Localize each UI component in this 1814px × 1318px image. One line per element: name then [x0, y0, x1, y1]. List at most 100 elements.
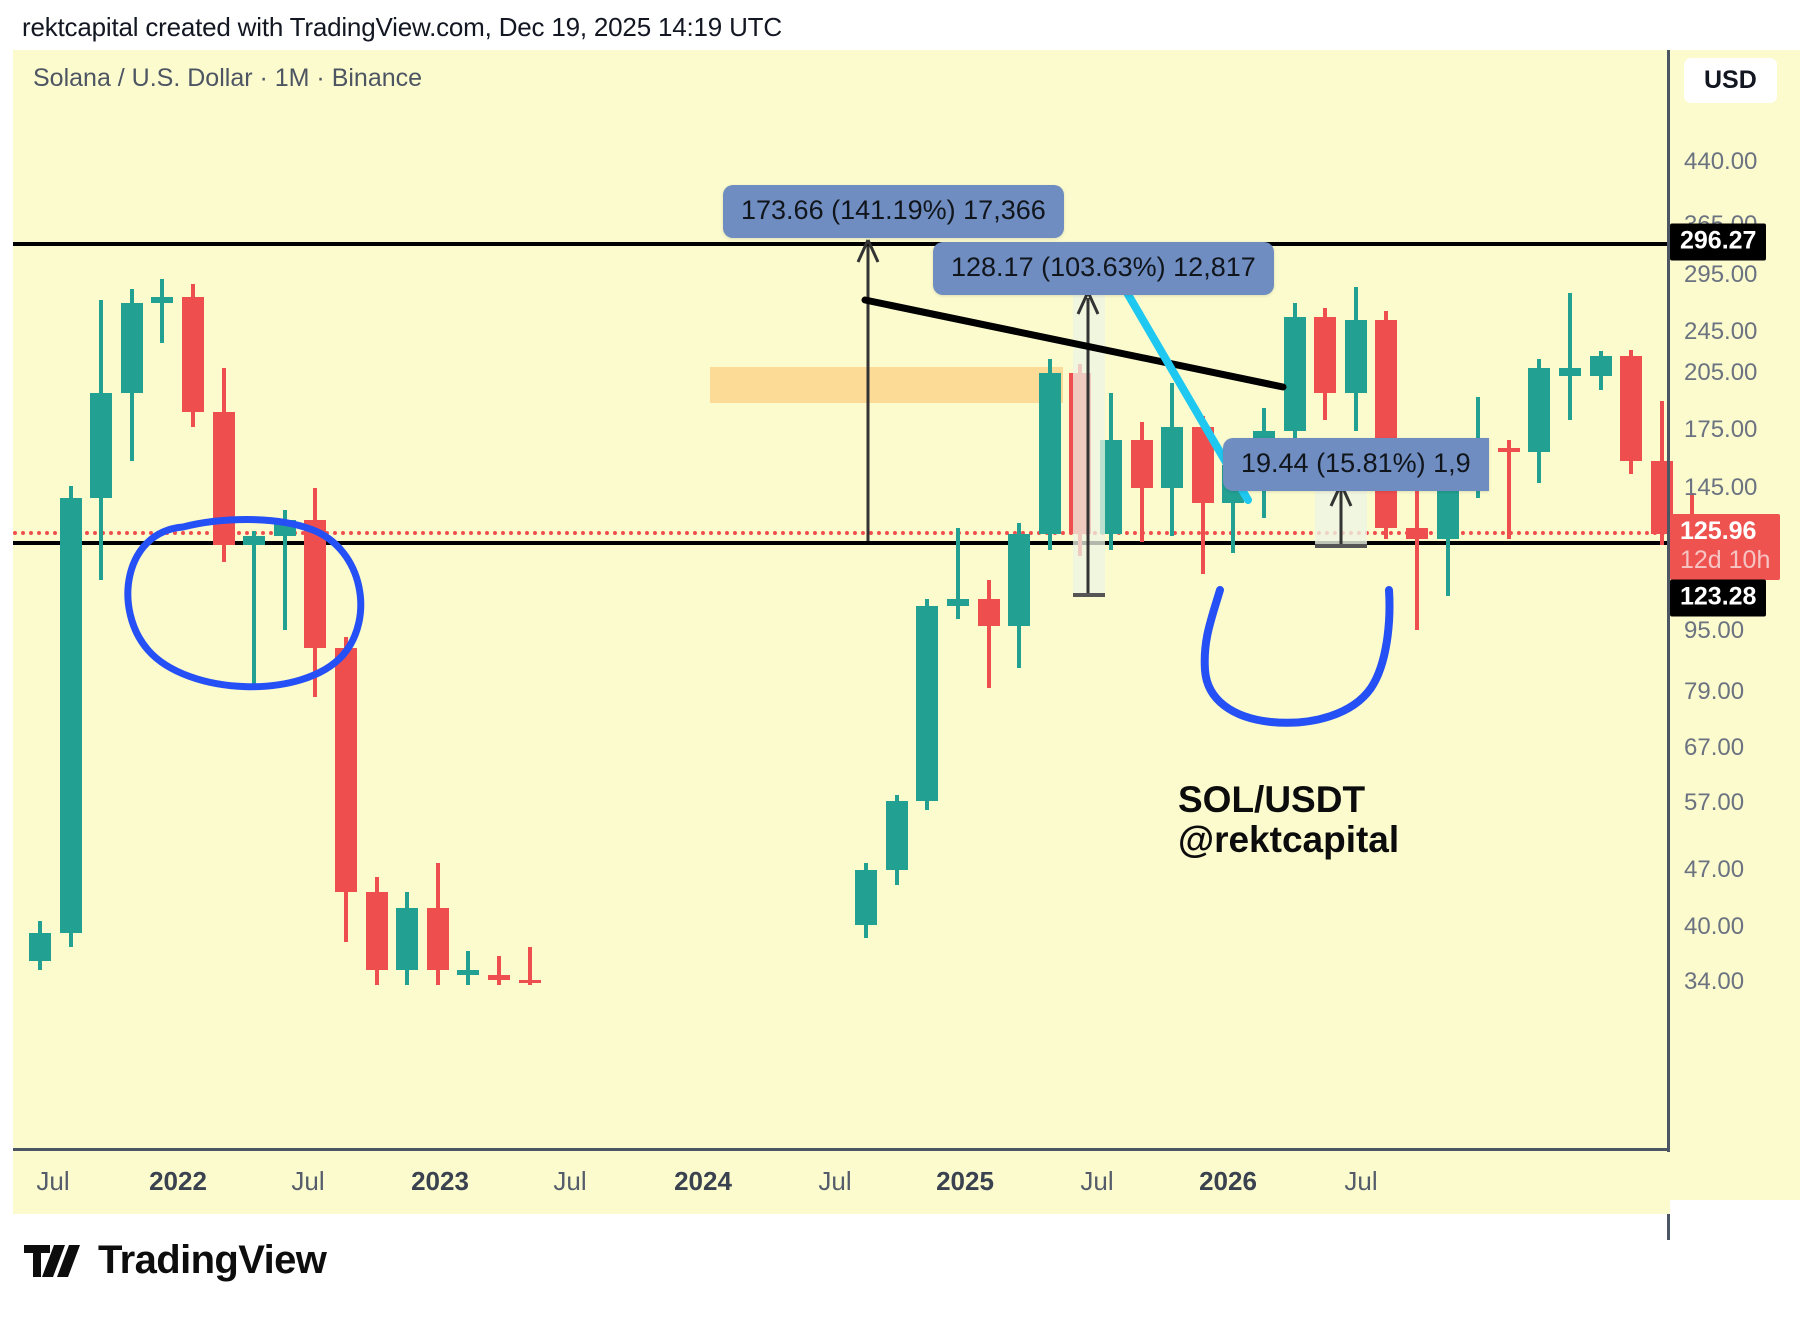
time-tick-label: 2022 [149, 1166, 207, 1196]
candle [1314, 308, 1337, 420]
candle-body [120, 302, 143, 394]
measure-box-middle[interactable]: 128.17 (103.63%) 12,817 [933, 242, 1274, 295]
price-axis[interactable]: USD 440.00365.00295.00245.00205.00175.00… [1670, 50, 1814, 1200]
candle [1161, 382, 1184, 537]
price-tick-label: 79.00 [1684, 678, 1745, 705]
candle-body [1100, 439, 1122, 534]
candle [59, 485, 82, 947]
candle-body [518, 980, 541, 984]
candle [518, 946, 541, 986]
candle-body [855, 869, 878, 925]
candle-body [1497, 447, 1520, 453]
last-price-line [13, 531, 1667, 535]
time-tick-label: Jul [818, 1166, 852, 1196]
candle-body [1528, 367, 1551, 453]
time-tick-label: Jul [1080, 1166, 1114, 1196]
candle [243, 530, 266, 689]
tradingview-wordmark: TradingView [98, 1238, 327, 1282]
candle [29, 920, 51, 971]
candle [182, 283, 204, 428]
candle [1038, 359, 1061, 551]
candle [335, 637, 357, 943]
candle-body [1191, 427, 1214, 503]
candle-wick [527, 946, 532, 986]
candle-body [304, 520, 327, 649]
price-tick-label: 145.00 [1684, 474, 1758, 501]
candle [1589, 351, 1612, 390]
candle-body [1406, 528, 1428, 539]
candle [1283, 302, 1306, 442]
last-price-badge: 125.96 12d 10h [1670, 514, 1781, 580]
candle-wick [497, 956, 501, 986]
candle-body [243, 536, 266, 545]
attribution-text: rektcapital created with TradingView.com… [22, 12, 782, 42]
candle-wick [1568, 293, 1572, 420]
candle [304, 488, 327, 698]
candle [396, 892, 419, 986]
price-tick-label: 95.00 [1684, 617, 1745, 644]
resistance-band-zone [710, 367, 1063, 403]
blue-u-curve-2026 [1200, 586, 1394, 727]
time-tick-label: Jul [291, 1166, 325, 1196]
candle-body [426, 908, 449, 971]
candle [1436, 460, 1459, 596]
measure-box-upper[interactable]: 173.66 (141.19%) 17,366 [723, 185, 1064, 238]
price-tick-label: 57.00 [1684, 789, 1745, 816]
measure-arrow-1 [856, 239, 880, 541]
candle [1620, 349, 1643, 475]
time-tick-label: Jul [553, 1166, 587, 1196]
candle-body [457, 970, 480, 976]
countdown-text: 12d 10h [1680, 546, 1771, 574]
candle-body [365, 892, 388, 971]
candle-wick [252, 530, 257, 689]
candle [1528, 359, 1551, 484]
candle [1559, 293, 1581, 420]
candle [977, 579, 1000, 689]
candle-body [488, 975, 510, 981]
candle-body [1161, 427, 1184, 488]
candle-wick [986, 579, 991, 689]
price-tick-label: 47.00 [1684, 856, 1745, 883]
candle-body [1344, 319, 1367, 394]
price-tick-label: 245.00 [1684, 318, 1758, 345]
candle-body [335, 648, 357, 893]
candle-body [1589, 356, 1612, 376]
candle [151, 278, 174, 344]
candle [90, 299, 113, 580]
candle [365, 877, 388, 986]
price-tick-label: 34.00 [1684, 968, 1745, 995]
support-price-badge: 123.28 [1670, 579, 1767, 617]
watermark-line-1: SOL/USDT [1178, 779, 1366, 820]
chart-panel[interactable]: Solana / U.S. Dollar · 1M · Binance [13, 50, 1800, 1200]
price-axis-divider [1667, 50, 1670, 1240]
resistance-price-badge: 296.27 [1670, 223, 1767, 261]
candle-body [1314, 316, 1337, 394]
candle [885, 795, 908, 885]
blue-circle-2022 [124, 516, 365, 691]
tradingview-footer: TradingView [24, 1238, 327, 1283]
drawings-overlay [124, 239, 1394, 727]
time-tick-label: 2024 [674, 1166, 732, 1196]
candle [947, 528, 969, 620]
candle [855, 862, 878, 938]
candle-body [29, 933, 51, 961]
time-tick-label: Jul [36, 1166, 70, 1196]
candle [457, 951, 480, 986]
candle-body [1130, 439, 1153, 488]
candle-body [1436, 478, 1459, 539]
currency-pill[interactable]: USD [1684, 58, 1777, 103]
candle-body [182, 297, 204, 412]
plot-area[interactable]: 173.66 (141.19%) 17,366 128.17 (103.63%)… [13, 50, 1704, 1148]
price-tick-label: 295.00 [1684, 261, 1758, 288]
candle [1191, 415, 1214, 574]
candle-body [212, 411, 235, 545]
black-descending-trendline [861, 296, 1287, 391]
candle [916, 598, 939, 811]
measure-box-lower[interactable]: 19.44 (15.81%) 1,9 [1223, 438, 1489, 491]
candle-body [396, 908, 419, 971]
candle-body [947, 598, 969, 606]
candle-body [1283, 316, 1306, 432]
time-axis[interactable]: Jul 2022 Jul 2023 Jul 2024 Jul 2025 Jul 2026 Jul [13, 1152, 1670, 1214]
time-axis-divider [13, 1148, 1670, 1151]
candle-wick [1506, 439, 1511, 539]
